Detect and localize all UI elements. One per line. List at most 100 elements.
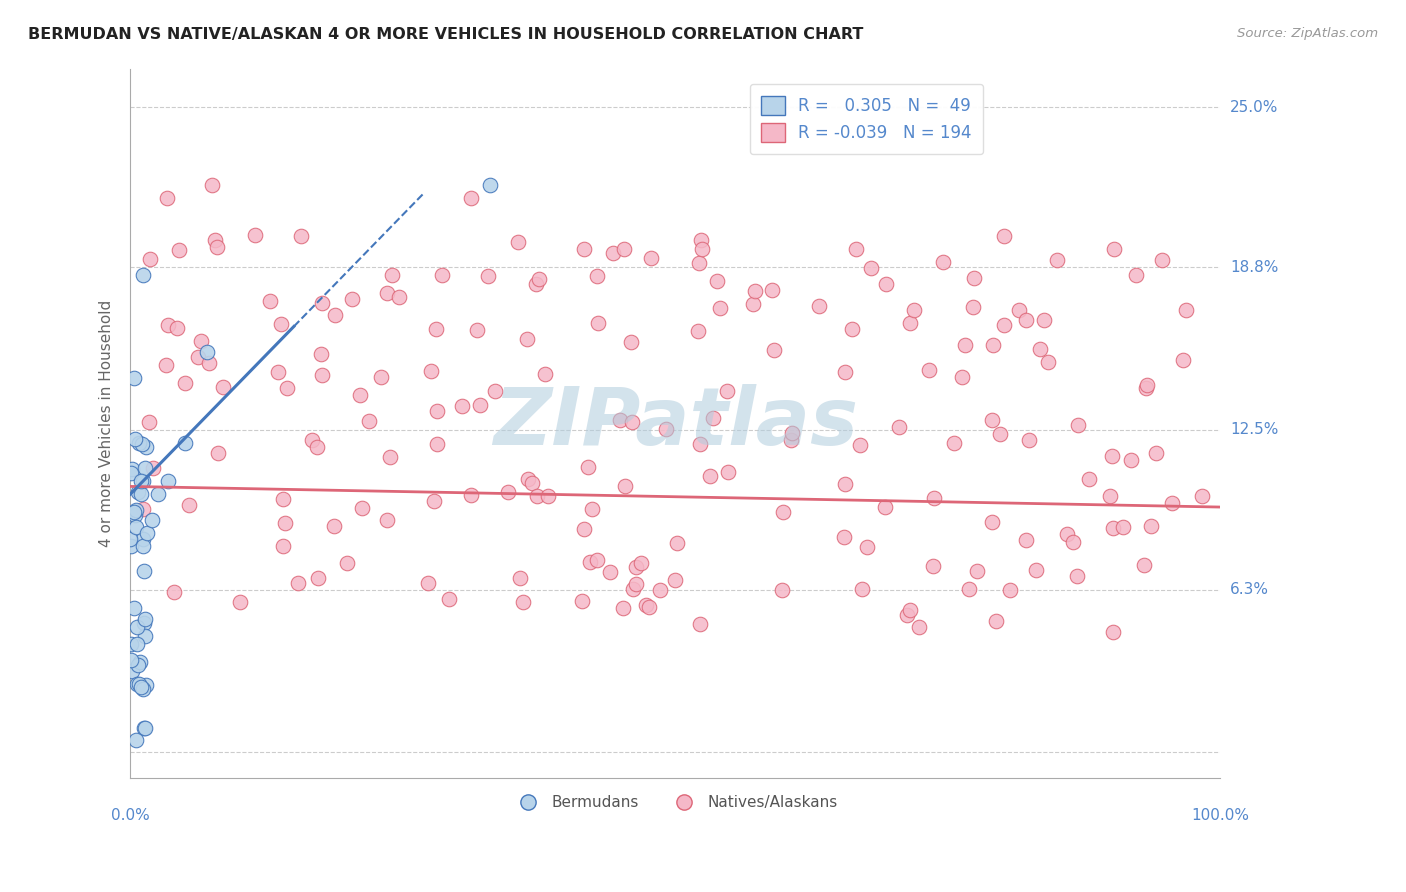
Point [120,467,142,481]
Point [1111,520,1133,534]
Point [1056,527,1078,541]
Point [120,539,142,553]
Point [484,384,506,398]
Point [187,350,209,364]
Point [834,365,856,379]
Point [423,494,446,508]
Point [690,242,713,256]
Point [190,334,212,349]
Point [1029,342,1052,356]
Point [614,479,637,493]
Point [378,450,401,465]
Point [125,636,148,650]
Point [1191,489,1213,503]
Point [942,435,965,450]
Point [1067,417,1090,432]
Point [468,398,491,412]
Point [336,556,359,570]
Point [1018,433,1040,447]
Point [634,598,657,612]
Point [917,362,939,376]
Point [509,571,531,585]
Point [134,460,156,475]
Text: Source: ZipAtlas.com: Source: ZipAtlas.com [1237,27,1378,40]
Point [624,577,647,591]
Point [1102,242,1125,256]
Point [135,525,157,540]
Point [981,338,1004,352]
Point [323,309,346,323]
Point [267,365,290,379]
Point [841,322,863,336]
Point [520,476,543,491]
Point [508,235,530,249]
Point [908,620,931,634]
Point [699,468,721,483]
Point [586,316,609,330]
Point [922,559,945,574]
Point [516,333,538,347]
Point [963,270,986,285]
Point [620,334,643,349]
Point [122,371,145,385]
Point [903,303,925,318]
Point [1046,252,1069,267]
Point [630,556,652,570]
Point [135,678,157,692]
Point [381,268,404,282]
Point [359,414,381,428]
Point [129,656,152,670]
Point [138,415,160,429]
Point [524,277,547,291]
Point [124,432,146,446]
Point [512,595,534,609]
Text: BERMUDAN VS NATIVE/ALASKAN 4 OR MORE VEHICLES IN HOUSEHOLD CORRELATION CHART: BERMUDAN VS NATIVE/ALASKAN 4 OR MORE VEH… [28,27,863,42]
Point [301,433,323,447]
Point [1171,352,1194,367]
Point [875,277,897,292]
Point [986,614,1008,628]
Point [1119,453,1142,467]
Point [309,347,332,361]
Point [135,440,157,454]
Point [834,477,856,491]
Point [702,410,724,425]
Point [1136,378,1159,392]
Point [761,283,783,297]
Point [426,437,449,451]
Point [638,600,661,615]
Point [204,233,226,247]
Point [576,460,599,475]
Point [156,190,179,204]
Point [922,491,945,505]
Point [125,677,148,691]
Point [207,446,229,460]
Point [981,413,1004,427]
Point [124,505,146,519]
Point [146,487,169,501]
Point [124,508,146,522]
Point [307,571,329,585]
Point [1144,445,1167,459]
Point [129,475,152,489]
Point [125,519,148,533]
Point [782,425,804,440]
Point [132,540,155,554]
Point [763,343,786,357]
Point [229,595,252,609]
Point [1125,268,1147,282]
Point [129,681,152,695]
Point [166,321,188,335]
Point [1133,558,1156,573]
Point [716,384,738,398]
Point [177,498,200,512]
Point [957,582,980,596]
Point [127,484,149,499]
Point [624,560,647,574]
Point [612,601,634,615]
Point [1078,472,1101,486]
Y-axis label: 4 or more Vehicles in Household: 4 or more Vehicles in Household [100,300,114,547]
Point [1033,313,1056,327]
Point [201,178,224,192]
Point [163,585,186,599]
